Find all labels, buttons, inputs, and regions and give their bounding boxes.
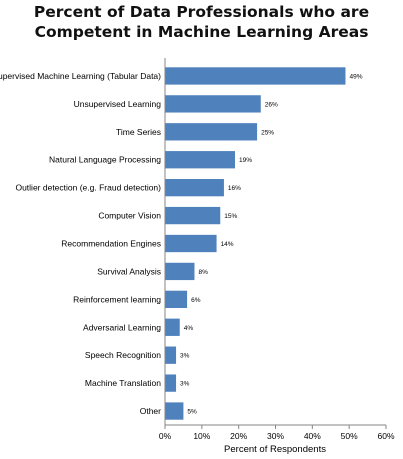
category-label: Time Series: [116, 127, 161, 137]
x-tick-label: 50%: [341, 431, 358, 441]
category-label: Natural Language Processing: [49, 155, 161, 165]
value-label: 25%: [261, 129, 274, 136]
x-tick-label: 30%: [267, 431, 284, 441]
x-tick-label: 10%: [193, 431, 210, 441]
category-label: Speech Recognition: [85, 350, 161, 360]
bar: [165, 290, 188, 309]
bar: [165, 206, 221, 225]
category-label: Adversarial Learning: [83, 322, 161, 332]
value-label: 16%: [228, 185, 241, 192]
bar: [165, 318, 180, 336]
bar: [165, 178, 224, 197]
bar: [165, 95, 261, 113]
bars-layer: [165, 67, 346, 420]
value-label: 26%: [265, 101, 278, 108]
category-label: Supervised Machine Learning (Tabular Dat…: [0, 71, 161, 81]
bar: [165, 346, 177, 364]
value-label: 4%: [184, 325, 194, 332]
x-axis: 0% 10% 20% 30% 40% 50% 60%: [159, 58, 395, 441]
x-axis-title: Percent of Respondents: [224, 444, 326, 455]
bar: [165, 67, 346, 85]
value-label: 49%: [349, 73, 362, 80]
bar: [165, 402, 184, 420]
chart-title-line-1: Percent of Data Professionals who are: [33, 3, 370, 21]
value-label: 19%: [239, 157, 252, 164]
category-label: Unsupervised Learning: [74, 99, 162, 109]
category-label: Outlier detection (e.g. Fraud detection): [15, 183, 161, 193]
category-labels: Supervised Machine Learning (Tabular Dat…: [0, 71, 161, 416]
category-label: Reinforcement learning: [73, 294, 161, 304]
x-tick-label: 40%: [304, 431, 321, 441]
bar: [165, 234, 217, 253]
x-tick-label: 20%: [230, 431, 247, 441]
value-label: 15%: [224, 213, 237, 220]
value-label: 3%: [180, 381, 190, 388]
chart-title-line-2: Competent in Machine Learning Areas: [34, 23, 369, 41]
value-labels: 49% 26% 25% 19% 16% 15% 14% 8% 6% 4% 3% 3% 5%: [180, 73, 363, 415]
value-label: 8%: [198, 269, 208, 276]
value-label: 5%: [187, 409, 197, 416]
category-label: Recommendation Engines: [61, 239, 161, 249]
chart-title: Percent of Data Professionals who are Co…: [0, 2, 403, 42]
bar: [165, 123, 258, 141]
x-tick-label: 0%: [159, 431, 172, 441]
bar: [165, 374, 177, 392]
value-label: 3%: [180, 353, 190, 360]
category-label: Survival Analysis: [97, 266, 161, 276]
x-tick-label: 60%: [377, 431, 394, 441]
value-label: 14%: [221, 241, 234, 248]
value-label: 6%: [191, 297, 201, 304]
category-label: Computer Vision: [98, 211, 161, 221]
category-label: Other: [140, 406, 161, 416]
bar: [165, 262, 195, 281]
bar: [165, 151, 235, 169]
category-label: Machine Translation: [85, 378, 161, 388]
